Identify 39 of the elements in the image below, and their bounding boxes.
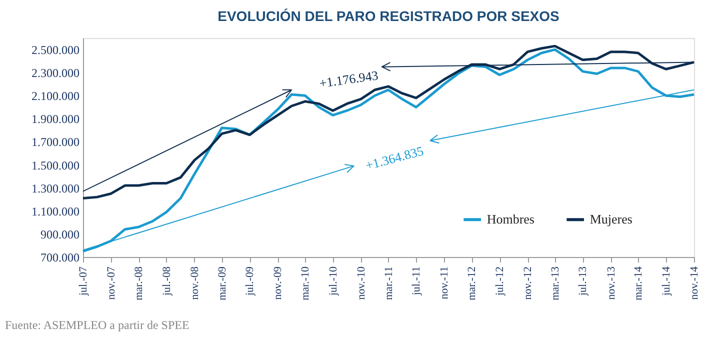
x-tick-label: mar.-08 [133,266,146,300]
chart-title: EVOLUCIÓN DEL PARO REGISTRADO POR SEXOS [218,8,560,24]
x-tick-label: jul.-09 [244,266,256,297]
y-tick-label: 1.300.000 [32,181,80,196]
x-tick-label: nov.-12 [522,266,534,300]
x-tick-label: nov.-14 [688,266,700,300]
x-tick-label: mar.-09 [216,266,228,300]
x-tick-label: jul.-11 [410,266,423,296]
x-tick-label: mar.-11 [382,266,395,300]
x-tick-label: jul.-12 [494,266,506,297]
x-tick-label: nov.-10 [355,266,368,300]
y-tick-label: 900.000 [40,227,80,242]
legend-label: Hombres [486,212,534,227]
x-tick-label: nov.-08 [188,266,201,300]
x-tick-label: jul.-10 [327,266,340,297]
x-tick-label: mar.-10 [300,266,312,300]
annotation: +1.364.835 [364,143,426,173]
x-tick-label: mar.-14 [632,266,645,300]
y-tick-label: 2.100.000 [32,89,80,104]
y-tick-label: 1.500.000 [32,158,80,172]
y-tick-label: 1.700.000 [32,135,80,150]
x-tick-label: mar.-13 [549,266,562,300]
y-tick-label: 1.900.000 [32,112,80,126]
x-tick-label: nov.-13 [605,266,618,300]
y-tick-label: 1.100.000 [32,204,80,218]
x-tick-label: nov.-11 [438,266,451,300]
y-tick-label: 700.000 [40,250,80,264]
x-tick-label: jul.-14 [660,266,672,297]
x-tick-label: nov.-07 [106,266,118,300]
y-tick-label: 2.500.000 [32,43,80,58]
x-tick-label: jul.-08 [160,266,173,297]
y-tick-label: 2.300.000 [32,66,80,80]
x-tick-label: jul.-07 [78,266,90,297]
source-note: Fuente: ASEMPLEO a partir de SPEE [5,318,190,332]
x-tick-label: jul.-13 [577,266,590,297]
legend-label: Mujeres [590,212,632,227]
x-tick-label: mar.-12 [466,266,478,300]
x-tick-label: nov.-09 [272,266,284,300]
annotation: +1.176.943 [318,68,380,91]
